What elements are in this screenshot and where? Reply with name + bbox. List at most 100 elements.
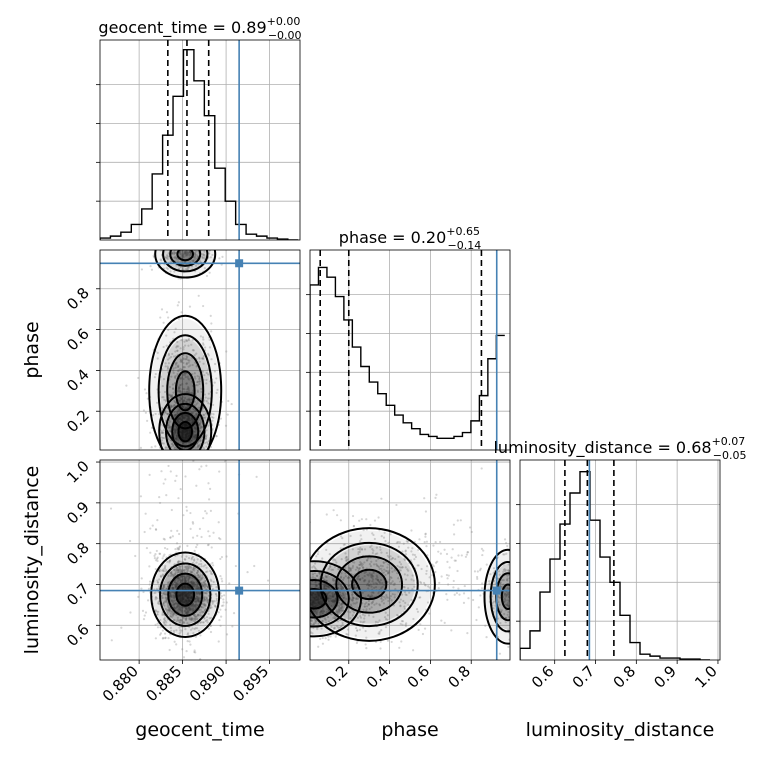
sample-point (184, 433, 187, 437)
sample-point (307, 611, 309, 613)
sample-point (173, 596, 176, 599)
sample-point (203, 598, 206, 601)
sample-point (195, 597, 198, 600)
sample-point (183, 424, 186, 427)
sample-point (179, 390, 182, 394)
sample-point (286, 602, 288, 604)
sample-point (197, 599, 201, 603)
sample-point (340, 602, 344, 605)
sample-point (378, 580, 381, 583)
sample-point (305, 609, 307, 611)
sample-point (179, 417, 182, 420)
truth-point (235, 586, 244, 595)
sample-point (378, 567, 381, 571)
sample-point (293, 594, 295, 596)
sample-point (154, 595, 158, 599)
sample-point (326, 615, 330, 619)
sample-point (175, 431, 178, 434)
sample-point (188, 608, 192, 611)
sample-point (171, 610, 174, 614)
sample-point (376, 582, 379, 586)
sample-point (219, 417, 223, 420)
sample-point (361, 566, 365, 569)
sample-point (179, 265, 183, 269)
sample-point (179, 581, 182, 584)
sample-point (192, 581, 196, 584)
sample-point (171, 596, 174, 599)
sample-point (304, 602, 306, 604)
sample-point (188, 594, 191, 597)
sample-point (174, 429, 177, 432)
sample-point (411, 574, 414, 577)
sample-point (173, 580, 176, 583)
sample-point (361, 621, 365, 624)
sample-point (517, 597, 519, 599)
sample-point (179, 569, 183, 572)
sample-point (504, 599, 507, 602)
sample-point (184, 577, 187, 580)
sample-point (162, 569, 165, 572)
sample-point (359, 546, 362, 549)
sample-point (172, 414, 176, 418)
sample-point (168, 245, 170, 247)
sample-point (293, 617, 295, 619)
sample-point (205, 378, 208, 381)
sample-point (220, 263, 223, 266)
sample-point (186, 612, 189, 615)
sample-point (205, 371, 208, 375)
sample-point (187, 337, 190, 340)
sample-point (437, 550, 440, 553)
sample-point (154, 591, 157, 594)
sample-point (175, 436, 178, 439)
sample-point (195, 253, 198, 257)
sample-point (315, 598, 318, 601)
sample-point (405, 593, 408, 597)
sample-point (358, 563, 361, 566)
sample-point (512, 563, 514, 565)
sample-point (180, 594, 183, 597)
sample-point (191, 260, 195, 263)
sample-point (175, 602, 178, 605)
sample-point (285, 586, 287, 588)
sample-point (338, 609, 341, 612)
sample-point (168, 393, 171, 396)
sample-point (318, 602, 321, 605)
sample-point (208, 535, 211, 538)
sample-point (188, 607, 191, 610)
sample-point (183, 388, 186, 391)
sample-point (172, 371, 175, 374)
sample-point (359, 578, 362, 581)
sample-point (304, 608, 306, 610)
sample-point (168, 561, 171, 564)
title-main: luminosity_distance = 0.68 (493, 438, 711, 458)
sample-point (378, 632, 381, 635)
sample-point (187, 556, 191, 560)
sample-point (195, 453, 197, 455)
sample-point (276, 601, 278, 603)
sample-point (145, 546, 149, 550)
sample-point (178, 571, 181, 574)
sample-point (183, 593, 186, 596)
sample-point (184, 580, 187, 583)
sample-point (162, 620, 166, 624)
sample-point (203, 604, 207, 607)
sample-point (301, 623, 303, 625)
sample-point (186, 544, 189, 547)
sample-point (359, 534, 362, 537)
sample-point (180, 576, 183, 579)
sample-point (297, 579, 299, 581)
sample-point (202, 584, 206, 588)
sample-point (162, 570, 166, 573)
sample-point (181, 595, 184, 598)
sample-point (327, 567, 330, 570)
sample-point (376, 579, 380, 582)
sample-point (499, 581, 502, 584)
sample-point (201, 583, 204, 587)
sample-point (167, 464, 170, 468)
sample-point (174, 585, 177, 589)
sample-point (212, 580, 215, 584)
sample-point (306, 586, 308, 588)
sample-point (187, 456, 189, 458)
sample-point (171, 586, 174, 589)
sample-point (156, 581, 159, 584)
